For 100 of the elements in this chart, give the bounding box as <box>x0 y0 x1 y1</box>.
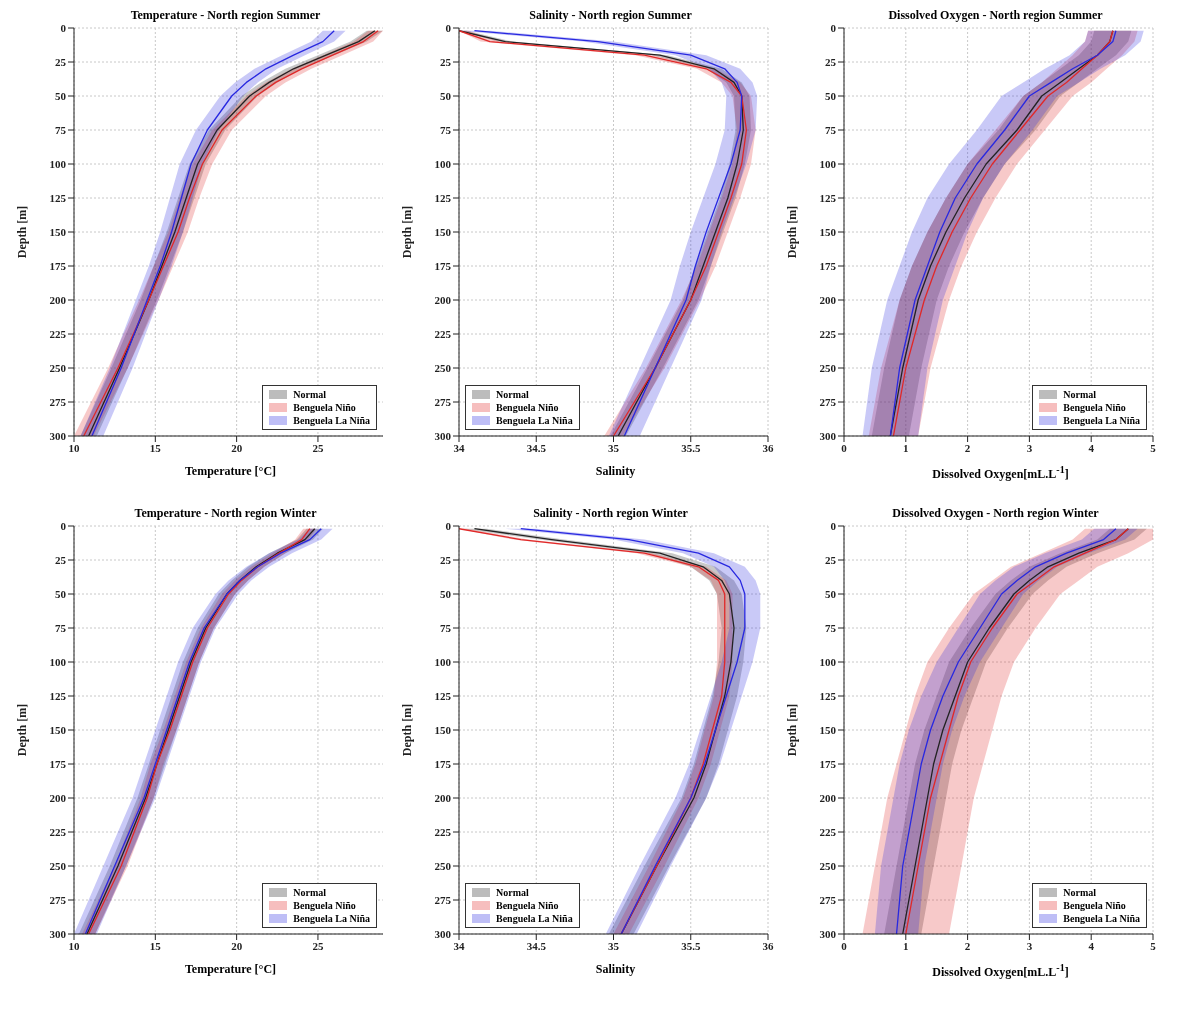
y-tick-label: 100 <box>49 655 67 668</box>
x-tick-label: 25 <box>312 939 324 952</box>
y-tick-label: 125 <box>49 689 67 702</box>
x-axis-title: Salinity <box>594 464 637 479</box>
y-tick-label: 225 <box>49 327 67 340</box>
legend-label: Benguela Niño <box>496 899 559 912</box>
y-tick-label: 250 <box>49 361 67 374</box>
legend-label: Normal <box>496 388 529 401</box>
y-tick-label: 0 <box>445 21 452 34</box>
legend-label: Benguela Niño <box>1063 899 1126 912</box>
x-tick-label: 35.5 <box>681 441 701 454</box>
x-tick-label: 36 <box>762 441 774 454</box>
y-axis-title: Depth [m] <box>400 703 415 757</box>
x-tick-label: 4 <box>1088 441 1095 454</box>
y-tick-label: 275 <box>49 395 67 408</box>
y-tick-label: 200 <box>434 791 452 804</box>
y-tick-label: 200 <box>49 293 67 306</box>
y-tick-label: 225 <box>819 327 837 340</box>
legend-label: Normal <box>1063 388 1097 401</box>
x-tick-label: 15 <box>149 441 162 454</box>
x-tick-label: 10 <box>68 441 80 454</box>
chart-title: Temperature - North region Summer <box>130 8 321 22</box>
legend-label: Benguela La Niña <box>496 912 573 925</box>
y-tick-label: 100 <box>819 157 837 170</box>
x-tick-label: 2 <box>964 939 971 952</box>
y-tick-label: 0 <box>445 519 452 532</box>
x-tick-label: 35.5 <box>681 939 701 952</box>
y-tick-label: 75 <box>825 123 837 136</box>
y-tick-label: 100 <box>434 157 452 170</box>
x-tick-label: 2 <box>964 441 971 454</box>
y-tick-label: 75 <box>440 123 452 136</box>
y-tick-label: 75 <box>825 621 837 634</box>
x-tick-label: 4 <box>1088 939 1095 952</box>
legend-label: Benguela La Niña <box>1063 414 1140 427</box>
y-tick-label: 0 <box>60 21 67 34</box>
y-axis-title: Depth [m] <box>785 205 800 259</box>
x-tick-label: 1 <box>903 939 909 952</box>
y-tick-label: 75 <box>55 621 67 634</box>
y-tick-label: 125 <box>434 689 452 702</box>
y-tick-label: 175 <box>819 259 837 272</box>
chart-title: Temperature - North region Winter <box>134 506 317 520</box>
y-tick-label: 275 <box>819 893 837 906</box>
x-tick-label: 20 <box>231 441 243 454</box>
x-tick-label: 34.5 <box>526 939 547 952</box>
x-tick-label: 1 <box>903 441 909 454</box>
y-tick-label: 300 <box>819 927 837 940</box>
y-tick-label: 125 <box>434 191 452 204</box>
y-tick-label: 300 <box>49 429 67 442</box>
y-tick-label: 225 <box>434 825 452 838</box>
y-axis-title: Depth [m] <box>400 205 415 259</box>
y-tick-label: 100 <box>819 655 837 668</box>
y-tick-label: 175 <box>819 757 837 770</box>
legend-label: Normal <box>293 886 327 899</box>
y-tick-label: 150 <box>49 225 67 238</box>
y-tick-label: 50 <box>55 587 67 600</box>
x-tick-label: 36 <box>762 939 774 952</box>
y-tick-label: 75 <box>55 123 67 136</box>
y-tick-label: 275 <box>819 395 837 408</box>
x-tick-label: 10 <box>68 939 80 952</box>
legend-label: Benguela Niño <box>293 899 356 912</box>
y-tick-label: 175 <box>49 259 67 272</box>
x-tick-label: 20 <box>231 939 243 952</box>
y-tick-label: 125 <box>819 191 837 204</box>
y-tick-label: 225 <box>819 825 837 838</box>
y-tick-label: 225 <box>49 825 67 838</box>
y-tick-label: 50 <box>440 89 452 102</box>
y-tick-label: 150 <box>819 723 837 736</box>
y-tick-label: 175 <box>49 757 67 770</box>
y-tick-label: 150 <box>434 723 452 736</box>
y-tick-label: 0 <box>60 519 67 532</box>
y-tick-label: 25 <box>825 553 837 566</box>
legend-label: Benguela La Niña <box>293 912 370 925</box>
y-tick-label: 100 <box>434 655 452 668</box>
chart-title: Salinity - North region Winter <box>533 506 688 520</box>
x-tick-label: 34 <box>453 939 465 952</box>
y-tick-label: 200 <box>49 791 67 804</box>
x-tick-label: 5 <box>1150 441 1157 454</box>
legend-label: Normal <box>1063 886 1097 899</box>
y-tick-label: 25 <box>55 553 67 566</box>
y-tick-label: 0 <box>830 21 837 34</box>
chart-title: Dissolved Oxygen - North region Winter <box>892 506 1099 520</box>
y-tick-label: 200 <box>819 293 837 306</box>
x-tick-label: 3 <box>1026 441 1033 454</box>
chart-title: Dissolved Oxygen - North region Summer <box>888 8 1103 22</box>
y-tick-label: 100 <box>49 157 67 170</box>
x-tick-label: 15 <box>149 939 162 952</box>
legend-label: Benguela Niño <box>1063 401 1126 414</box>
y-tick-label: 25 <box>55 55 67 68</box>
chart-title: Salinity - North region Summer <box>529 8 692 22</box>
y-tick-label: 125 <box>819 689 837 702</box>
legend-label: Normal <box>293 388 327 401</box>
x-tick-label: 34 <box>453 441 465 454</box>
y-tick-label: 150 <box>434 225 452 238</box>
y-tick-label: 250 <box>434 859 452 872</box>
y-tick-label: 300 <box>819 429 837 442</box>
legend-label: Benguela La Niña <box>1063 912 1140 925</box>
x-tick-label: 5 <box>1150 939 1157 952</box>
y-tick-label: 200 <box>819 791 837 804</box>
legend-label: Benguela La Niña <box>293 414 370 427</box>
legend-label: Normal <box>496 886 529 899</box>
